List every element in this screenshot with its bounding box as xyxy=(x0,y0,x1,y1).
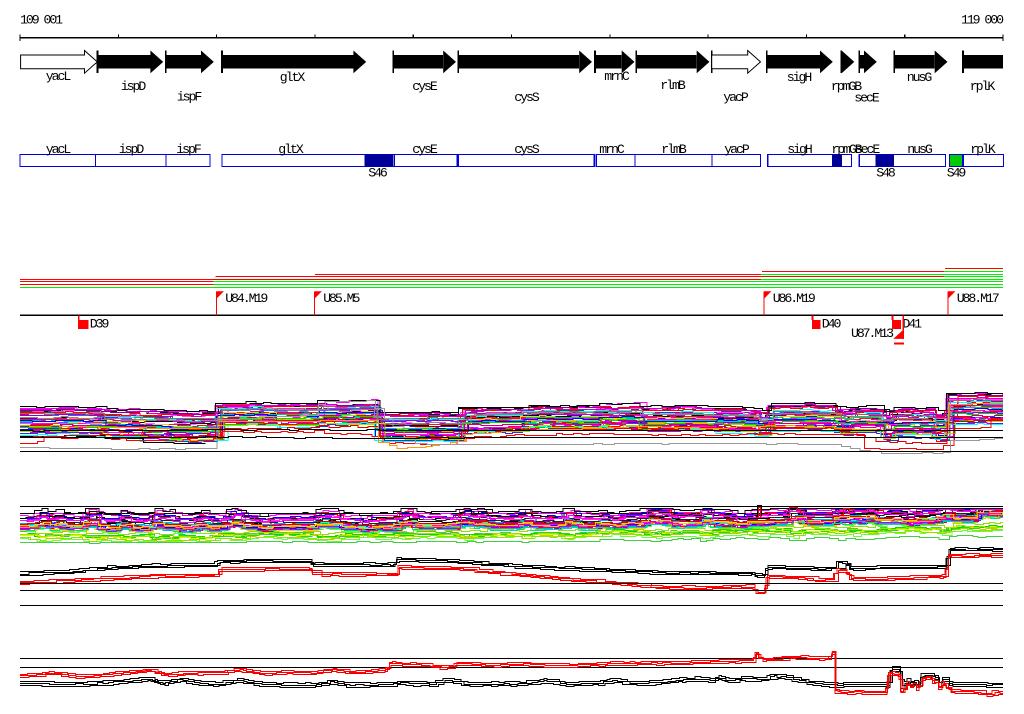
svg-text:yacL: yacL xyxy=(46,69,72,84)
svg-text:rplK: rplK xyxy=(970,79,996,94)
svg-text:gltX: gltX xyxy=(280,70,306,85)
svg-text:cysE: cysE xyxy=(412,142,438,157)
svg-text:ispD: ispD xyxy=(121,79,147,94)
svg-text:sigH: sigH xyxy=(787,70,812,85)
svg-text:nusG: nusG xyxy=(907,70,933,85)
svg-text:yacP: yacP xyxy=(724,142,750,157)
svg-text:yacL: yacL xyxy=(46,142,72,157)
svg-text:sigH: sigH xyxy=(787,142,812,157)
svg-text:D40: D40 xyxy=(822,316,842,331)
svg-text:cysS: cysS xyxy=(514,142,540,157)
svg-text:mrnC: mrnC xyxy=(599,142,625,157)
svg-text:D39: D39 xyxy=(90,316,109,331)
svg-text:rlmB: rlmB xyxy=(661,142,687,157)
svg-text:nusG: nusG xyxy=(907,142,933,157)
svg-text:rpmGB: rpmGB xyxy=(831,142,862,157)
svg-text:secE: secE xyxy=(855,142,881,157)
svg-text:D41: D41 xyxy=(902,316,922,331)
svg-text:yacP: yacP xyxy=(723,90,749,105)
svg-text:109 001: 109 001 xyxy=(20,13,63,28)
svg-text:S46: S46 xyxy=(368,166,388,181)
svg-text:rpmGB: rpmGB xyxy=(831,79,862,94)
svg-text:cysS: cysS xyxy=(514,90,540,105)
svg-text:U88.M17: U88.M17 xyxy=(957,291,999,306)
svg-text:secE: secE xyxy=(854,90,880,105)
svg-text:ispF: ispF xyxy=(177,89,202,104)
svg-text:S49: S49 xyxy=(947,166,966,181)
svg-text:U86.M19: U86.M19 xyxy=(773,291,815,306)
svg-text:rplK: rplK xyxy=(970,142,996,157)
svg-text:U84.M19: U84.M19 xyxy=(225,291,267,306)
svg-text:cysE: cysE xyxy=(412,79,438,94)
svg-text:rlmB: rlmB xyxy=(660,78,686,93)
svg-text:S48: S48 xyxy=(876,166,896,181)
svg-text:ispF: ispF xyxy=(176,142,201,157)
svg-text:gltX: gltX xyxy=(278,142,304,157)
svg-text:U87.M13: U87.M13 xyxy=(851,326,894,341)
svg-text:mrnC: mrnC xyxy=(604,69,630,84)
svg-text:ispD: ispD xyxy=(119,142,145,157)
svg-text:U85.M5: U85.M5 xyxy=(323,291,360,306)
svg-text:119 000: 119 000 xyxy=(961,13,1004,28)
